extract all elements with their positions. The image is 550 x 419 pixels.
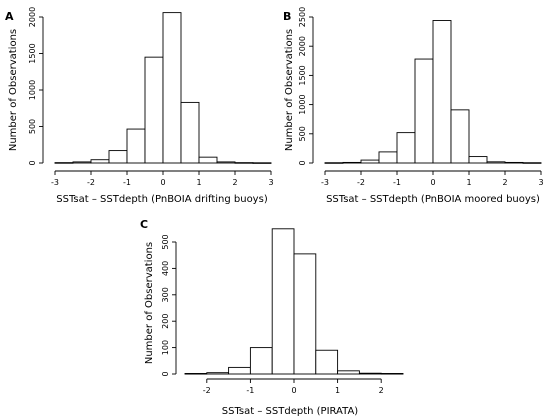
histogram-bar	[90, 159, 110, 164]
histogram-bar	[396, 132, 416, 164]
histogram-bar	[216, 161, 236, 164]
y-tick-label: 2000	[28, 7, 37, 27]
x-tick-label: -1	[393, 178, 401, 187]
y-tick-label: 2500	[298, 7, 307, 27]
y-tick-label: 0	[298, 160, 307, 165]
y-tick-label: 300	[161, 287, 170, 302]
panel-label: C	[140, 218, 148, 231]
histogram-bar	[486, 161, 506, 164]
histogram-bar	[234, 162, 254, 164]
x-tick-label: -2	[87, 178, 95, 187]
x-tick-label: 2	[232, 178, 237, 187]
y-axis-label: Number of Observations	[144, 242, 155, 364]
y-tick-label: 1500	[28, 43, 37, 63]
histogram-bar	[450, 109, 470, 164]
histogram-bar	[184, 373, 208, 375]
y-axis: 0 500 1000 1500 2000	[28, 7, 44, 166]
histogram-panel-c: C Number of Observations SSTsat – SSTdep…	[140, 218, 404, 417]
histogram-bar	[144, 56, 164, 164]
y-tick-label: 100	[161, 340, 170, 355]
histogram-bar	[206, 372, 230, 375]
histogram-bar	[360, 159, 380, 164]
panel-label: B	[283, 10, 291, 23]
y-tick-label: 1000	[28, 80, 37, 100]
histogram-bar	[315, 349, 339, 375]
histogram-bar	[126, 128, 146, 164]
histogram-bar	[432, 20, 452, 164]
histogram-bar	[198, 156, 218, 164]
x-tick-label: 3	[538, 178, 543, 187]
x-tick-label: -1	[123, 178, 131, 187]
panel-label: A	[5, 10, 14, 23]
x-tick-label: 2	[502, 178, 507, 187]
histogram-panel-b: B Number of Observations SSTsat – SSTdep…	[283, 7, 544, 205]
histogram-bar	[180, 101, 200, 164]
y-tick-label: 400	[161, 261, 170, 276]
histogram-bar	[380, 373, 404, 375]
histogram-bar	[414, 58, 434, 164]
x-tick-label: 1	[196, 178, 201, 187]
histogram-bar	[72, 161, 92, 164]
x-axis-label: SSTsat – SSTdepth (PIRATA)	[222, 406, 359, 417]
histogram-bar	[522, 162, 542, 164]
x-axis-label: SSTsat – SSTdepth (PnBOIA moored buoys)	[326, 194, 540, 205]
x-axis-label: SSTsat – SSTdepth (PnBOIA drifting buoys…	[56, 194, 268, 205]
x-axis: -3 -2 -1 0 1 2 3	[321, 170, 544, 187]
x-tick-label: -3	[51, 178, 59, 187]
histogram-bar	[504, 161, 524, 164]
x-tick-label: -2	[203, 386, 211, 395]
histogram-panel-a: A Number of Observations SSTsat – SSTdep…	[5, 7, 274, 205]
y-axis-label: Number of Observations	[8, 29, 19, 151]
histogram-bar	[54, 162, 74, 164]
x-tick-label: 2	[379, 386, 384, 395]
y-axis: 0 100 200 300 400 500	[161, 234, 177, 377]
x-tick-label: 1	[335, 386, 340, 395]
x-tick-label: -3	[321, 178, 329, 187]
y-tick-label: 500	[161, 234, 170, 249]
histogram-bar	[249, 347, 273, 375]
y-tick-label: 2000	[298, 36, 307, 56]
x-tick-label: 3	[268, 178, 273, 187]
histogram-bar	[252, 162, 272, 164]
y-tick-label: 500	[298, 126, 307, 141]
histogram-bar	[358, 372, 382, 375]
histogram-bar	[271, 228, 295, 375]
x-axis: -2 -1 0 1 2	[203, 378, 384, 395]
bars	[184, 228, 404, 375]
y-tick-label: 200	[161, 314, 170, 329]
histogram-bar	[378, 151, 398, 164]
x-tick-label: -1	[246, 386, 254, 395]
histogram-bar	[468, 156, 488, 164]
bars	[324, 20, 542, 164]
histogram-bar	[337, 370, 360, 375]
x-tick-label: 0	[160, 178, 165, 187]
histogram-bar	[293, 253, 317, 375]
x-tick-label: 1	[466, 178, 471, 187]
y-axis-label: Number of Observations	[284, 29, 295, 151]
histogram-bar	[162, 12, 182, 164]
histogram-bar	[108, 150, 128, 164]
y-axis: 0 500 1000 1500 2000 2500	[298, 7, 314, 166]
x-tick-label: -2	[357, 178, 365, 187]
histogram-bar	[342, 161, 362, 164]
y-tick-label: 0	[161, 371, 170, 376]
y-tick-label: 0	[28, 160, 37, 165]
y-tick-label: 500	[28, 119, 37, 134]
bars	[54, 12, 272, 164]
x-tick-label: 0	[430, 178, 435, 187]
histogram-bar	[228, 366, 251, 375]
y-tick-label: 1500	[298, 65, 307, 85]
y-tick-label: 1000	[298, 94, 307, 114]
x-axis: -3 -2 -1 0 1 2 3	[51, 170, 274, 187]
histogram-bar	[324, 162, 344, 164]
x-tick-label: 0	[291, 386, 296, 395]
